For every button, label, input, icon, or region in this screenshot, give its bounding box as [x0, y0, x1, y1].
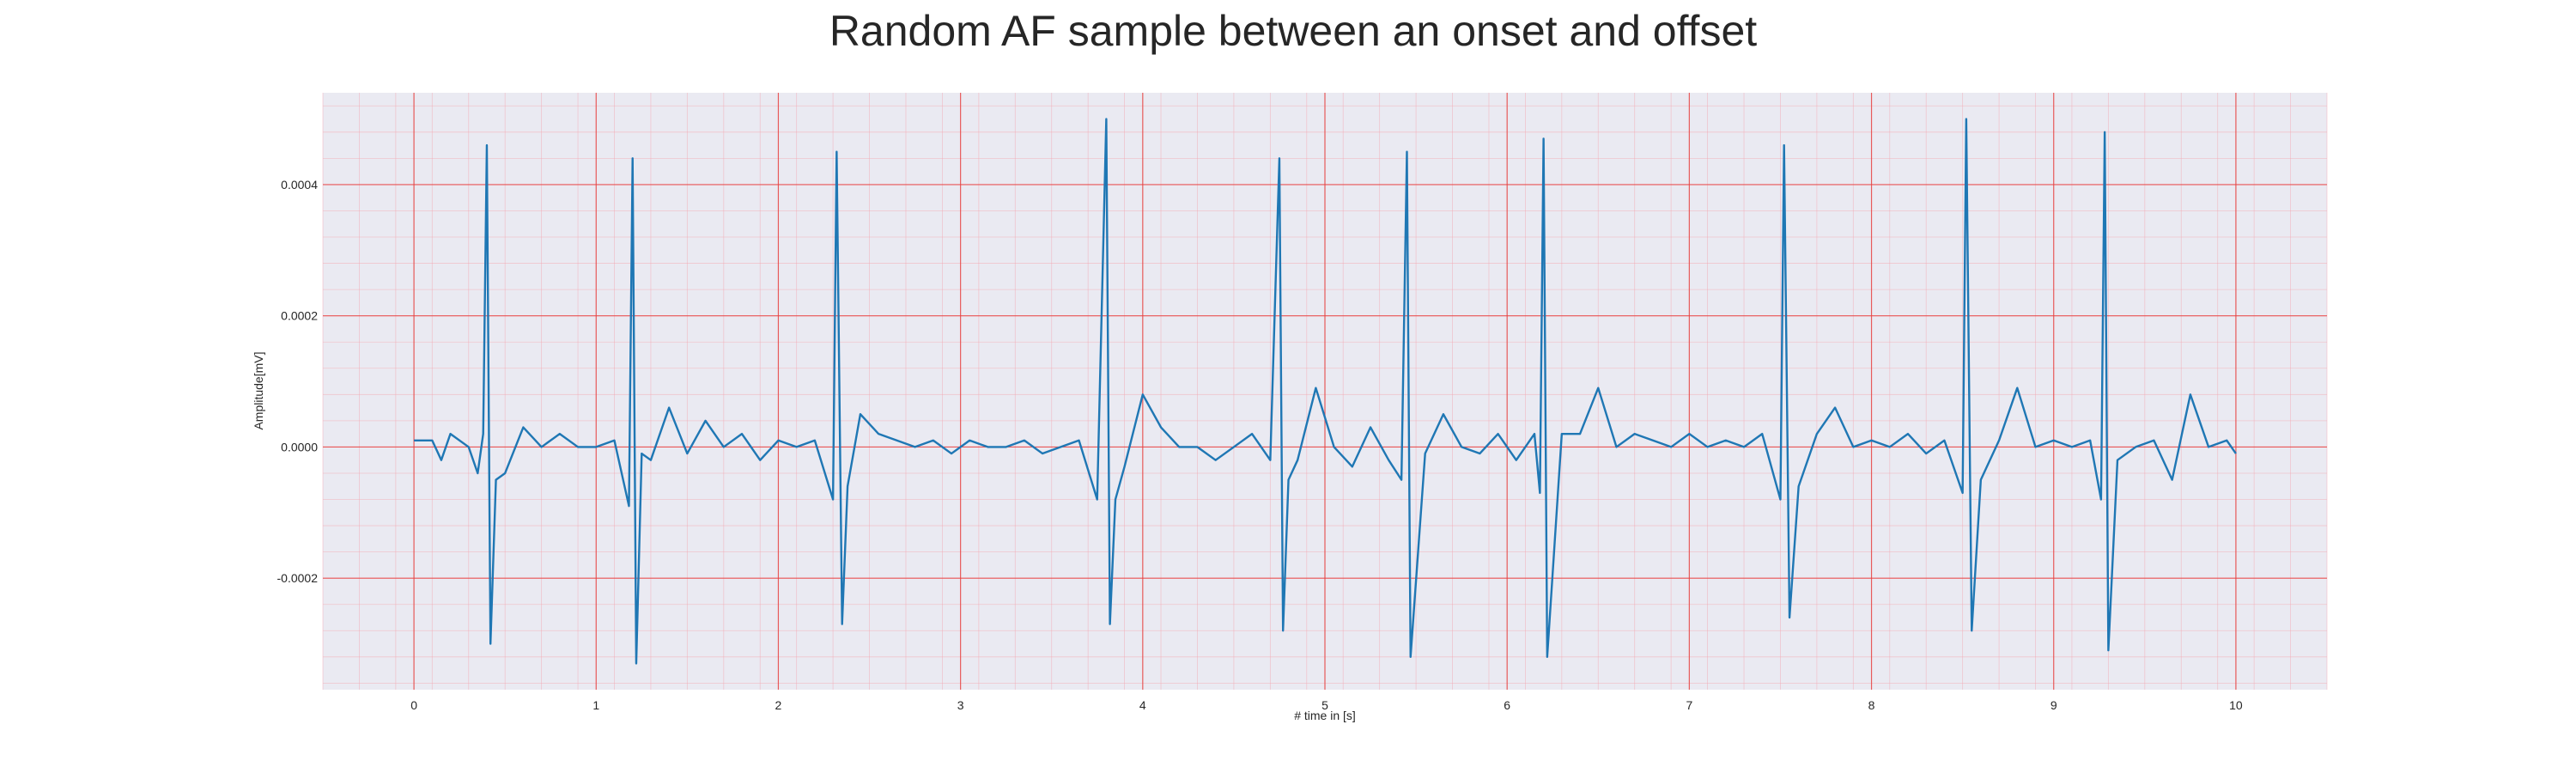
- x-tick-label: 4: [1139, 698, 1146, 712]
- x-tick-label: 6: [1504, 698, 1510, 712]
- x-tick-label: 9: [2050, 698, 2057, 712]
- y-tick-label: 0.0002: [281, 309, 318, 323]
- x-axis-ticks: 0 1 2 3 4 5 6 7 8 9 10: [410, 698, 2243, 712]
- chart-title: Random AF sample between an onset and of…: [829, 7, 1757, 55]
- x-tick-label: 10: [2229, 698, 2243, 712]
- y-tick-label: 0.0004: [281, 178, 318, 192]
- y-tick-label: 0.0000: [281, 440, 318, 453]
- x-axis-label: # time in [s]: [1294, 709, 1356, 722]
- x-tick-label: 5: [1321, 698, 1328, 712]
- x-tick-label: 7: [1686, 698, 1692, 712]
- y-axis-ticks: -0.0002 0.0000 0.0002 0.0004: [277, 178, 319, 585]
- y-axis-label: Amplitude[mV]: [252, 351, 265, 429]
- x-tick-label: 1: [592, 698, 599, 712]
- x-tick-label: 3: [957, 698, 964, 712]
- x-tick-label: 2: [775, 698, 782, 712]
- series-line: [414, 118, 2237, 665]
- x-tick-label: 0: [410, 698, 417, 712]
- x-tick-label: 8: [1868, 698, 1875, 712]
- y-tick-label: -0.0002: [277, 571, 319, 585]
- major-grid: [323, 93, 2327, 690]
